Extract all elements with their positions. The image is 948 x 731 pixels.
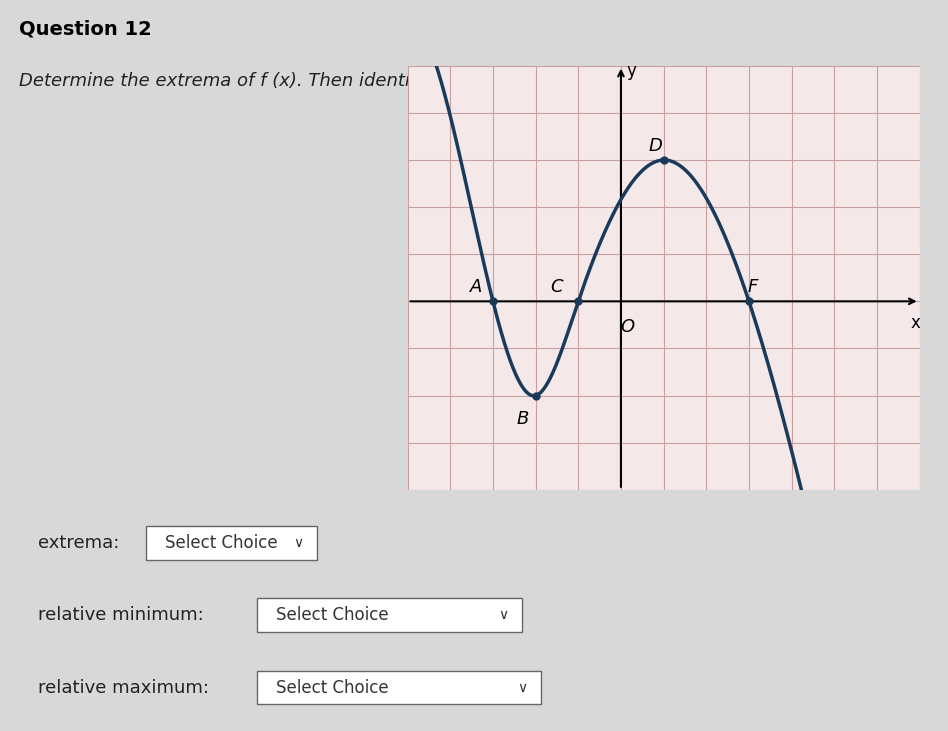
Text: relative minimum:: relative minimum: <box>38 606 204 624</box>
Text: F: F <box>748 279 758 296</box>
Text: B: B <box>517 410 529 428</box>
Text: x: x <box>910 314 921 332</box>
Text: Select Choice: Select Choice <box>276 606 389 624</box>
FancyBboxPatch shape <box>257 671 541 705</box>
Text: ∨: ∨ <box>518 681 528 694</box>
Text: Select Choice: Select Choice <box>276 678 389 697</box>
Text: ∨: ∨ <box>499 608 509 622</box>
Text: Determine the extrema of f (x). Then identify the point as a relative maximum or: Determine the extrema of f (x). Then ide… <box>19 72 921 91</box>
Text: C: C <box>551 279 563 296</box>
Text: D: D <box>648 137 662 155</box>
Text: O: O <box>620 318 634 336</box>
Text: A: A <box>469 279 483 296</box>
Text: ∨: ∨ <box>293 536 303 550</box>
FancyBboxPatch shape <box>146 526 317 560</box>
FancyBboxPatch shape <box>257 598 522 632</box>
Text: Question 12: Question 12 <box>19 20 152 39</box>
Text: Select Choice: Select Choice <box>165 534 278 552</box>
Text: relative maximum:: relative maximum: <box>38 678 209 697</box>
Text: extrema:: extrema: <box>38 534 119 552</box>
Text: y: y <box>627 61 636 80</box>
